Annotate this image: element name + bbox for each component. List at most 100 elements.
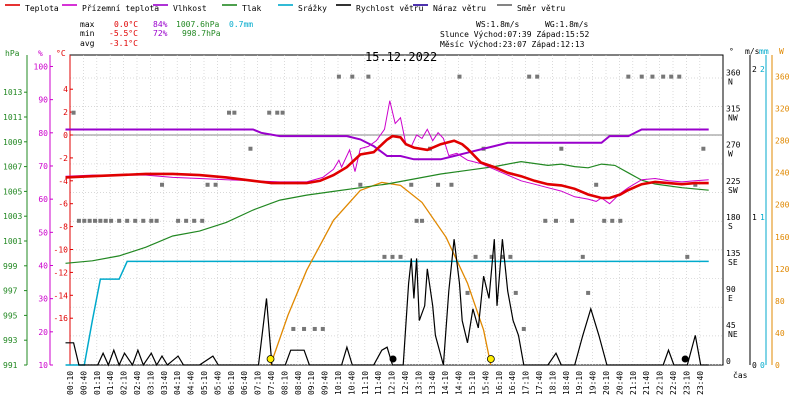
- tick-compass: SW: [728, 186, 738, 195]
- moonset-marker: [389, 355, 397, 363]
- x-tick-label: 09:40: [321, 371, 330, 395]
- wind-direction-point: [414, 218, 419, 223]
- chart-title: 15.12.2022: [365, 50, 437, 64]
- stat-avg-temp: -3.1°C: [109, 39, 138, 48]
- tick-solar: 160: [775, 233, 790, 242]
- wind-direction-point: [419, 218, 424, 223]
- wind-direction-point: [669, 74, 674, 79]
- tick-humidity: 50: [38, 228, 48, 237]
- wind-direction-point: [248, 146, 253, 151]
- wind-direction-point: [685, 254, 690, 259]
- tick-rain: 0: [760, 361, 765, 370]
- tick-pressure: 1013: [3, 88, 22, 97]
- wind-direction-point: [109, 218, 114, 223]
- wind-direction-point: [302, 326, 307, 331]
- wind-direction-point: [71, 110, 76, 115]
- tick-solar: 80: [775, 297, 785, 306]
- stat-min-press: 998.7hPa: [182, 29, 221, 38]
- x-tick-label: 04:40: [187, 371, 196, 395]
- tick-solar: 320: [775, 105, 790, 114]
- tick-temperature: -12: [54, 268, 69, 277]
- tick-humidity: 100: [34, 62, 49, 71]
- wind-direction-point: [693, 182, 698, 187]
- wind-direction-point: [661, 74, 666, 79]
- wind-direction-point: [602, 218, 607, 223]
- tick-direction: 0: [726, 357, 731, 366]
- sunset-marker: [486, 355, 495, 363]
- wind-direction-point: [618, 218, 623, 223]
- x-tick-label: 08:10: [280, 371, 289, 395]
- legend-label: Směr větru: [517, 4, 565, 13]
- legend-label: Teplota: [25, 4, 59, 13]
- wind-direction-point: [176, 218, 181, 223]
- wind-direction-point: [409, 182, 414, 187]
- x-tick-label: 16:40: [508, 371, 517, 395]
- wind-direction-point: [701, 146, 706, 151]
- x-tick-label: 23:10: [682, 371, 691, 395]
- tick-solar: 120: [775, 265, 790, 274]
- tick-wind-speed: 1: [752, 213, 757, 222]
- tick-compass: NE: [728, 330, 738, 339]
- ground-temp-line: [65, 100, 709, 205]
- tick-temperature: -6: [58, 200, 68, 209]
- wind-direction-point: [192, 218, 197, 223]
- tick-temperature: -2: [58, 154, 68, 163]
- legend-label: Přízemní teplota: [82, 4, 159, 13]
- tick-direction: 180: [726, 213, 741, 222]
- x-tick-label: 01:10: [93, 371, 102, 395]
- tick-direction: 135: [726, 249, 741, 258]
- tick-pressure: 1003: [3, 212, 22, 221]
- x-tick-label: 15:40: [481, 371, 490, 395]
- x-tick-label: 10:10: [334, 371, 343, 395]
- tick-temperature: -14: [54, 291, 69, 300]
- x-tick-label: 00:10: [66, 371, 75, 395]
- wind-direction-point: [320, 326, 325, 331]
- wind-direction-point: [639, 74, 644, 79]
- wind-direction-point: [125, 218, 130, 223]
- x-tick-label: 14:40: [455, 371, 464, 395]
- x-tick-label: 11:40: [374, 371, 383, 395]
- tick-pressure: 1011: [3, 113, 22, 122]
- wind-direction-point: [559, 146, 564, 151]
- wind-direction-point: [103, 218, 108, 223]
- wind-direction-point: [232, 110, 237, 115]
- tick-direction: 225: [726, 177, 741, 186]
- tick-compass: SE: [728, 258, 738, 267]
- wind-direction-point: [594, 182, 599, 187]
- unit-temp: °C: [56, 49, 66, 58]
- wind-direction-point: [205, 182, 210, 187]
- wind-direction-point: [76, 218, 81, 223]
- stat-avg-label: avg: [80, 39, 95, 48]
- tick-pressure: 991: [3, 361, 18, 370]
- tick-humidity: 10: [38, 361, 48, 370]
- wind-direction-point: [117, 218, 122, 223]
- unit-rain: mm: [759, 47, 769, 56]
- x-tick-label: 17:10: [522, 371, 531, 395]
- wind-direction-point: [500, 254, 505, 259]
- legend-label: Rychlost větru: [356, 4, 424, 13]
- moonrise-marker: [681, 355, 689, 363]
- x-tick-label: 07:40: [267, 371, 276, 395]
- wind-direction-point: [141, 218, 146, 223]
- x-tick-label: 23:40: [696, 371, 705, 395]
- wind-direction-point: [227, 110, 232, 115]
- tick-humidity: 20: [38, 328, 48, 337]
- unit-solar: W: [779, 47, 784, 56]
- wind-direction-point: [350, 74, 355, 79]
- pressure-line: [65, 160, 709, 264]
- x-tick-label: 18:10: [548, 371, 557, 395]
- x-tick-label: 01:40: [106, 371, 115, 395]
- x-tick-label: 21:40: [642, 371, 651, 395]
- tick-temperature: 4: [63, 85, 68, 94]
- x-tick-label: 17:40: [535, 371, 544, 395]
- legend-label: Náraz větru: [433, 4, 486, 13]
- wind-direction-point: [390, 254, 395, 259]
- tick-humidity: 30: [38, 295, 48, 304]
- tick-compass: S: [728, 222, 733, 231]
- wind-direction-point: [133, 218, 138, 223]
- stat-max-hum: 84%: [153, 20, 168, 29]
- wind-direction-point: [366, 74, 371, 79]
- x-tick-label: 02:10: [120, 371, 129, 395]
- wind-direction-point: [267, 110, 272, 115]
- tick-pressure: 1005: [3, 187, 22, 196]
